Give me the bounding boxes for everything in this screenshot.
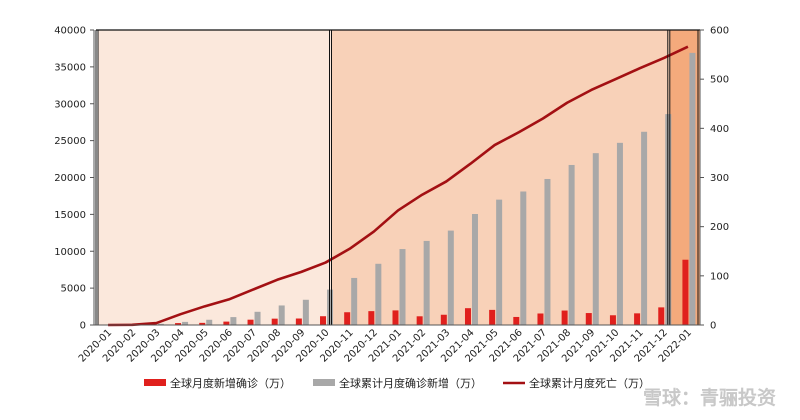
cumulative-bar <box>592 153 599 325</box>
cumulative-bar <box>327 289 334 325</box>
cumulative-bar <box>375 263 382 325</box>
y-left-tick-label: 40000 <box>54 26 86 37</box>
monthly-bar <box>489 309 496 325</box>
legend-label-2: 全球累计月度确诊新增（万） <box>339 376 482 390</box>
y-left-tick-label: 30000 <box>54 99 86 110</box>
cumulative-bar <box>520 191 527 325</box>
cumulative-bar <box>423 240 430 325</box>
cumulative-bar <box>447 230 454 325</box>
y-left-tick-label: 0 <box>80 321 86 332</box>
y-left-tick-label: 20000 <box>54 173 86 184</box>
monthly-bar <box>247 319 254 325</box>
y-left-tick-label: 10000 <box>54 247 86 258</box>
deaths-line <box>108 45 689 327</box>
monthly-bar <box>513 316 520 325</box>
x-ticks: 2020-012020-022020-032020-042020-052020-… <box>77 327 694 364</box>
deaths-line-group <box>108 45 689 327</box>
cumulative-bar <box>351 277 358 325</box>
monthly-bar <box>634 313 641 325</box>
y-left-tick-label: 35000 <box>54 62 86 73</box>
monthly-bar <box>682 259 689 325</box>
cumulative-bar <box>616 142 623 325</box>
monthly-bars <box>102 259 689 325</box>
monthly-bar <box>344 312 351 325</box>
cumulative-bar <box>568 164 575 325</box>
monthly-bar <box>199 322 206 325</box>
y-right-tick-label: 0 <box>710 321 716 332</box>
y-right-tick-label: 400 <box>710 124 729 135</box>
monthly-bar <box>368 311 375 325</box>
cumulative-bar <box>544 178 551 325</box>
watermark: 雪球：青骊投资 <box>643 386 776 409</box>
cumulative-bar <box>157 323 164 325</box>
monthly-bar <box>392 310 399 325</box>
monthly-bar <box>175 323 182 325</box>
monthly-bar <box>440 314 447 325</box>
monthly-bar <box>658 307 665 325</box>
cumulative-bar <box>641 131 648 325</box>
y-left-tick-label: 25000 <box>54 136 86 147</box>
monthly-bar <box>295 318 302 325</box>
cumulative-bar <box>182 321 189 325</box>
legend-label-3: 全球累计月度死亡（万） <box>529 376 650 390</box>
monthly-bar <box>320 316 327 325</box>
legend: 全球月度新增确诊（万） 全球累计月度确诊新增（万） 全球累计月度死亡（万） <box>144 376 650 390</box>
legend-label-1: 全球月度新增确诊（万） <box>170 376 291 390</box>
y-right-tick-label: 300 <box>710 173 729 184</box>
y-right-tick-label: 600 <box>710 26 729 37</box>
y-right-ticks: 0 100 200 300 400 500 600 <box>700 26 729 332</box>
cumulative-bar <box>230 317 237 325</box>
monthly-bar <box>464 308 471 325</box>
region-1 <box>98 30 332 325</box>
y-left-ticks: 0 5000 10000 15000 20000 25000 30000 35000 40000 <box>54 26 94 332</box>
y-right-tick-label: 100 <box>710 271 729 282</box>
monthly-bar <box>561 310 568 325</box>
y-left-tick-label: 15000 <box>54 210 86 221</box>
cumulative-bar <box>302 299 309 325</box>
cumulative-bar <box>399 249 406 325</box>
background-regions <box>98 30 700 325</box>
cumulative-bar <box>689 52 696 326</box>
cumulative-bar <box>471 214 478 325</box>
monthly-bar <box>609 315 616 325</box>
cumulative-bar <box>496 199 503 325</box>
legend-swatch-2 <box>313 379 335 386</box>
cumulative-bar <box>206 319 213 325</box>
monthly-bar <box>416 316 423 325</box>
monthly-bar <box>585 313 592 325</box>
watermark-text: 雪球：青骊投资 <box>643 386 776 409</box>
y-left-tick-label: 5000 <box>61 284 86 295</box>
legend-swatch-1 <box>144 379 166 386</box>
cumulative-bar <box>278 305 285 325</box>
monthly-bar <box>537 313 544 325</box>
y-right-tick-label: 200 <box>710 222 729 233</box>
monthly-bar <box>223 321 230 325</box>
cumulative-bar <box>254 311 261 325</box>
y-right-tick-label: 500 <box>710 75 729 86</box>
monthly-bar <box>271 318 278 325</box>
